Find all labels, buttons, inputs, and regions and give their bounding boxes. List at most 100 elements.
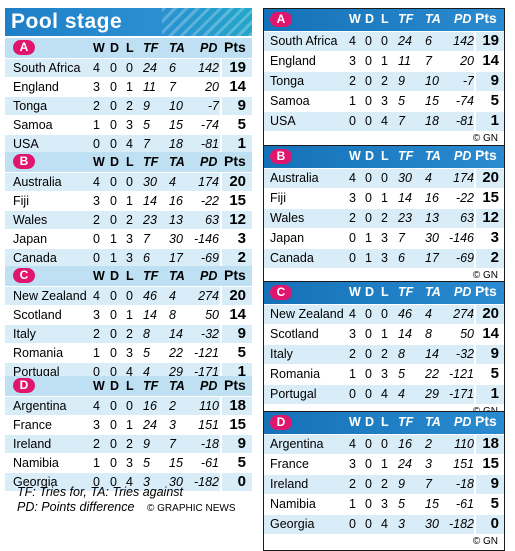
column-divider [474, 72, 476, 91]
header-pd: PD [454, 12, 472, 26]
table-row: Australia 4 0 0 30 4 174 20 [264, 168, 504, 188]
team-ta: 2 [425, 437, 432, 451]
team-pts: 12 [229, 211, 246, 228]
team-pts: 5 [490, 495, 499, 512]
column-divider [220, 230, 222, 248]
team-ta: 10 [169, 99, 183, 113]
team-name: USA [13, 137, 39, 151]
table-row: Romania 1 0 3 5 22 -121 5 [264, 364, 504, 384]
header-l: L [381, 415, 389, 429]
header-pts: Pts [475, 413, 497, 429]
team-pd: -171 [448, 387, 474, 401]
team-l: 2 [126, 327, 133, 341]
team-l: 2 [126, 99, 133, 113]
team-d: 0 [110, 118, 117, 132]
team-w: 2 [349, 347, 356, 361]
team-name: England [13, 80, 59, 94]
team-tf: 30 [143, 175, 157, 189]
table-row: Samoa 1 0 3 5 15 -74 5 [264, 91, 504, 111]
table-row: Romania 1 0 3 5 22 -121 5 [5, 343, 252, 362]
table-row: Canada 0 1 3 6 17 -69 2 [264, 248, 504, 268]
team-pd: -7 [207, 99, 219, 113]
team-name: Canada [270, 251, 314, 265]
table-row: Wales 2 0 2 23 13 63 12 [5, 210, 252, 229]
pool-header-c: C W D L TF TA PD Pts [264, 282, 504, 304]
team-l: 2 [381, 477, 388, 491]
team-tf: 30 [398, 171, 412, 185]
team-pts: 15 [229, 416, 246, 433]
team-tf: 7 [143, 232, 150, 246]
team-w: 2 [349, 477, 356, 491]
header-w: W [93, 41, 105, 55]
team-l: 3 [126, 251, 133, 265]
header-w: W [93, 155, 105, 169]
team-l: 1 [381, 191, 388, 205]
team-pd: -32 [200, 327, 219, 341]
team-ta: 4 [169, 175, 176, 189]
header-tf: TF [143, 41, 159, 55]
team-tf: 8 [143, 327, 150, 341]
team-l: 2 [126, 213, 133, 227]
column-divider [474, 209, 476, 228]
card-credit: © GN [472, 536, 498, 547]
team-l: 0 [126, 399, 133, 413]
header-pts: Pts [224, 267, 246, 283]
column-divider [220, 435, 222, 453]
header-w: W [349, 149, 361, 163]
team-name: Namibia [270, 497, 316, 511]
column-divider [220, 135, 222, 153]
team-ta: 17 [425, 251, 439, 265]
team-tf: 14 [398, 191, 412, 205]
team-l: 1 [126, 308, 133, 322]
team-pd: -61 [200, 456, 219, 470]
team-w: 4 [349, 307, 356, 321]
team-d: 0 [110, 137, 117, 151]
team-w: 2 [93, 213, 100, 227]
pool-d-table: D W D L TF TA PD Pts Argentina 4 0 0 16 2 110 18 France 3… [5, 376, 252, 491]
pool-a-card: A W D L TF TA PD Pts South Africa 4 0 0 24 6 142 19 Engl… [263, 8, 505, 148]
column-divider [474, 305, 476, 324]
team-pd: -32 [455, 347, 474, 361]
team-w: 2 [349, 211, 356, 225]
team-tf: 11 [398, 54, 411, 68]
team-name: England [270, 54, 316, 68]
team-pd: 174 [198, 175, 219, 189]
header-l: L [126, 379, 134, 393]
team-pd: 174 [453, 171, 474, 185]
team-w: 2 [349, 74, 356, 88]
pool-header-c: C W D L TF TA PD Pts [5, 266, 252, 286]
team-ta: 3 [169, 418, 176, 432]
team-pts: 5 [237, 454, 246, 471]
team-ta: 22 [169, 346, 183, 360]
table-row: Georgia 0 0 4 3 30 -182 0 [5, 472, 252, 491]
header-pd: PD [200, 379, 218, 393]
column-divider [474, 112, 476, 131]
team-w: 4 [349, 171, 356, 185]
pool-badge: A [270, 12, 292, 27]
team-d: 0 [365, 307, 372, 321]
column-divider [220, 97, 222, 115]
team-d: 0 [110, 175, 117, 189]
team-name: Japan [13, 232, 48, 246]
table-row: South Africa 4 0 0 24 6 142 19 [5, 58, 252, 77]
team-w: 0 [93, 232, 100, 246]
table-row: Ireland 2 0 2 9 7 -18 9 [264, 474, 504, 494]
legend-line-2: PD: Points difference [17, 500, 135, 514]
card-credit: © GN [472, 133, 498, 144]
team-d: 0 [365, 347, 372, 361]
header-tf: TF [398, 149, 414, 163]
team-ta: 4 [169, 289, 176, 303]
team-l: 4 [126, 137, 133, 151]
header-pts: Pts [475, 283, 497, 299]
team-w: 1 [93, 456, 100, 470]
team-l: 4 [381, 517, 388, 531]
team-tf: 16 [143, 399, 157, 413]
table-row: France 3 0 1 24 3 151 15 [5, 415, 252, 434]
column-divider [474, 249, 476, 268]
column-divider [220, 211, 222, 229]
column-divider [474, 189, 476, 208]
header-ta: TA [425, 415, 441, 429]
column-divider [220, 116, 222, 134]
team-l: 0 [126, 289, 133, 303]
team-l: 0 [381, 171, 388, 185]
